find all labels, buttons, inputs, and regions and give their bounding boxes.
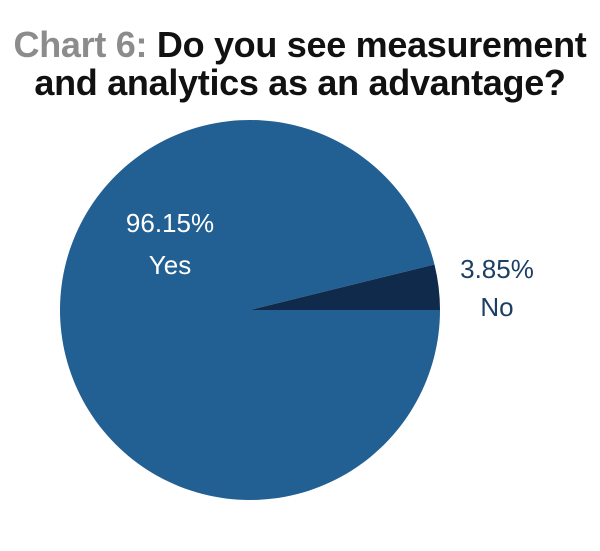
- slice-label-no-name: No: [480, 292, 513, 322]
- pie-slice-yes: [59, 119, 440, 500]
- title-line-2: and analytics as an advantage?: [34, 62, 566, 103]
- slice-label-yes-name: Yes: [149, 250, 191, 280]
- title-prefix: Chart 6:: [13, 24, 148, 65]
- title-line-1: Chart 6: Do you see measurement: [0, 26, 600, 64]
- slice-label-no-value: 3.85%: [460, 254, 534, 284]
- slice-label-yes-value: 96.15%: [126, 208, 214, 238]
- title-line-1-text: Do you see measurement: [156, 24, 587, 65]
- chart-title: Chart 6: Do you see measurement and anal…: [0, 26, 600, 102]
- pie-slice-no: [250, 264, 440, 310]
